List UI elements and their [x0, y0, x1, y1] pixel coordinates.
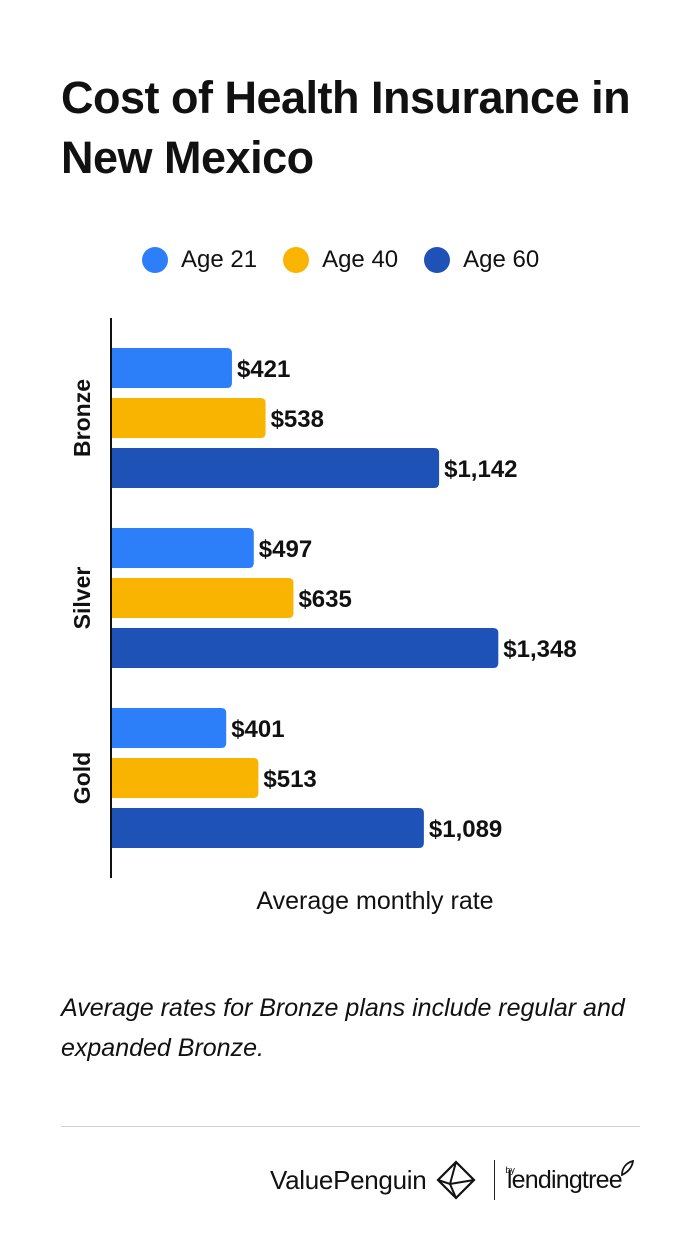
data-label-silver-age-40: $635	[298, 586, 351, 613]
footnote: Average rates for Bronze plans include r…	[61, 994, 625, 1062]
bar-silver-age-21	[111, 528, 254, 568]
legend-item-age-21: Age 21	[142, 246, 257, 274]
bar-silver-age-40	[111, 578, 294, 618]
lendingtree-wordmark: lendingtree	[506, 1165, 623, 1194]
data-label-bronze-age-40: $538	[271, 406, 324, 433]
legend-swatch-age-60	[424, 247, 451, 273]
bar-bronze-age-21	[111, 348, 232, 388]
legend-item-age-60: Age 60	[424, 246, 539, 274]
y-tick-label-silver: Silver	[69, 567, 95, 630]
data-label-bronze-age-60: $1,142	[444, 456, 517, 483]
footer-branding: ValuePenguin by lendingtree	[270, 1160, 634, 1200]
x-axis-label: Average monthly rate	[256, 887, 494, 915]
leaf-icon	[620, 1160, 634, 1176]
bar-gold-age-60	[111, 808, 424, 848]
brand-separator	[494, 1160, 496, 1200]
legend-label-age-21: Age 21	[181, 246, 258, 273]
data-label-gold-age-40: $513	[263, 766, 316, 793]
data-label-silver-age-60: $1,348	[503, 636, 576, 663]
valuepenguin-logo-icon	[436, 1160, 476, 1200]
footer-divider	[61, 1126, 640, 1127]
legend-item-age-40: Age 40	[283, 246, 398, 274]
bar-silver-age-60	[111, 628, 499, 668]
bar-chart: $421 $538 $1,142 Bronze $497 $635 $1,348 Silver…	[69, 318, 577, 878]
chart-title: Cost of Health Insurance in New Mexico	[61, 72, 631, 183]
bar-gold-age-21	[111, 708, 227, 748]
legend-swatch-age-40	[283, 247, 310, 273]
data-label-gold-age-21: $401	[231, 716, 284, 743]
data-label-bronze-age-21: $421	[237, 356, 290, 383]
legend-swatch-age-21	[142, 247, 168, 273]
y-tick-label-gold: Gold	[69, 752, 95, 804]
data-label-gold-age-60: $1,089	[429, 816, 502, 843]
valuepenguin-wordmark: ValuePenguin	[270, 1164, 427, 1195]
bar-bronze-age-60	[111, 448, 440, 488]
legend-label-age-60: Age 60	[463, 246, 540, 273]
by-label: by	[505, 1165, 515, 1175]
bar-gold-age-40	[111, 758, 259, 798]
legend-label-age-40: Age 40	[322, 246, 399, 273]
chart-legend: Age 21 Age 40 Age 60	[142, 246, 565, 274]
bar-bronze-age-40	[111, 398, 266, 438]
data-label-silver-age-21: $497	[259, 536, 312, 563]
y-tick-label-bronze: Bronze	[69, 379, 95, 457]
